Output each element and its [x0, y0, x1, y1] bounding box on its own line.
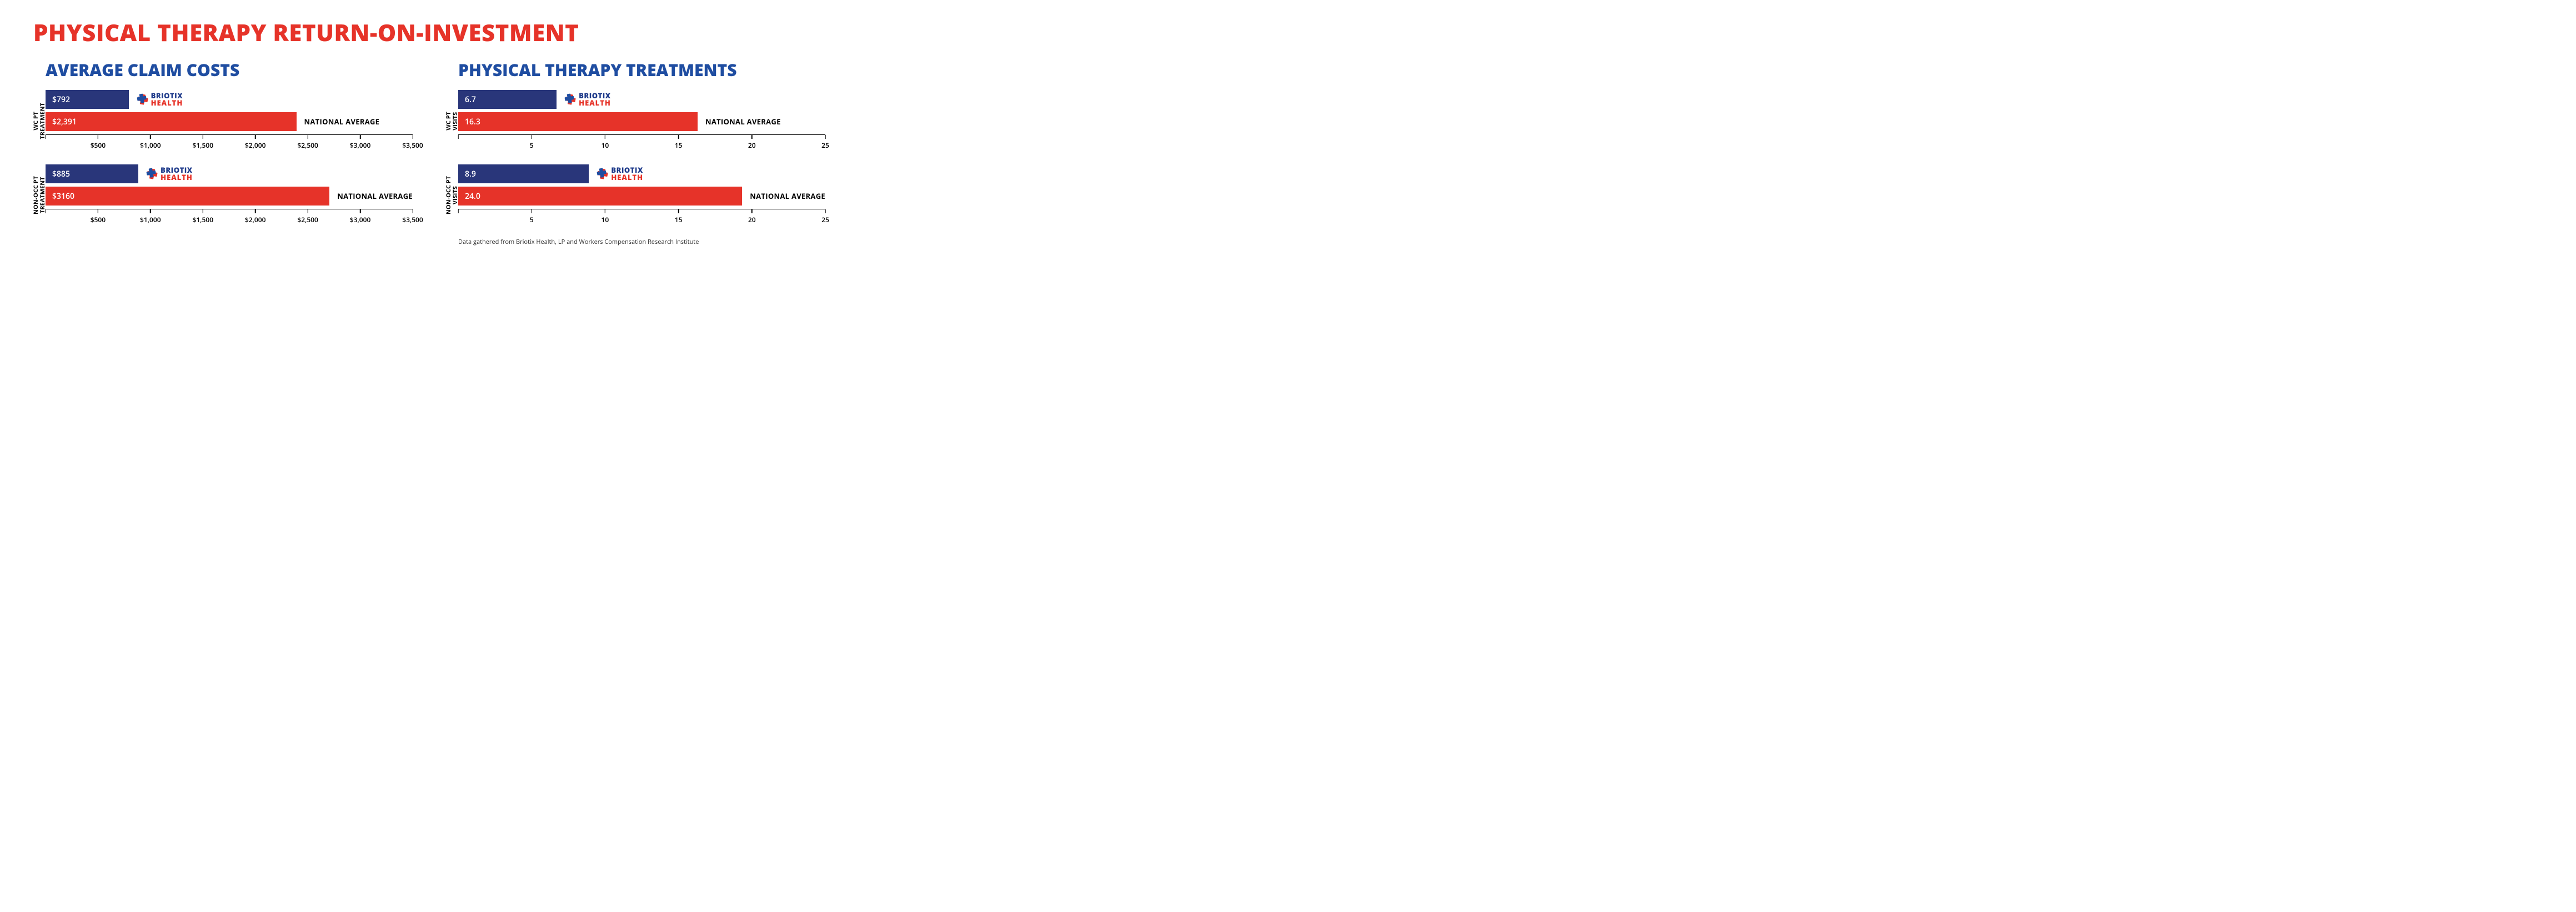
- bars: $885 BRIOTIX HEALTH $3160 NATIONAL AVERA…: [46, 163, 413, 206]
- axis-tick-label: 5: [530, 215, 534, 224]
- briotix-logo-icon: [137, 93, 149, 106]
- bar-value: $792: [52, 94, 70, 105]
- axis-tick-label: 25: [821, 215, 829, 224]
- y-axis-label: NON-OCC PT VISITS: [446, 163, 458, 228]
- bar: 6.7: [458, 90, 557, 109]
- axis-tick-label: $1,000: [140, 215, 161, 224]
- chart-block: NON-OCC PT VISITS 8.9 BRIOTIX HEALTH: [446, 163, 825, 228]
- x-axis: 5 10 15 20 25: [458, 134, 825, 153]
- bar-row: 6.7 BRIOTIX HEALTH: [458, 90, 825, 109]
- bar-value: $3160: [52, 191, 74, 202]
- axis-tick-label: $3,500: [402, 141, 423, 150]
- axis-tick-label: 15: [675, 141, 683, 150]
- y-axis-label: WC PT VISITS: [446, 89, 458, 153]
- bar-row: $792 BRIOTIX HEALTH: [46, 90, 413, 109]
- bar-value: 6.7: [465, 94, 476, 105]
- bar-value: 16.3: [465, 117, 480, 127]
- page-title: PHYSICAL THERAPY RETURN-ON-INVESTMENT: [33, 17, 825, 48]
- chart-area: 6.7 BRIOTIX HEALTH 16.3 NATIONAL AVERAGE: [458, 89, 825, 153]
- y-axis-label: WC PT TREATMENT: [33, 89, 46, 153]
- bar: 16.3: [458, 112, 698, 131]
- axis-tick-label: 5: [530, 141, 534, 150]
- national-average-label: NATIONAL AVERAGE: [337, 191, 413, 201]
- footnote: Data gathered from Briotix Health, LP an…: [458, 238, 825, 246]
- bar-row: 8.9 BRIOTIX HEALTH: [458, 164, 825, 183]
- column-subtitle: AVERAGE CLAIM COSTS: [46, 58, 413, 81]
- bars: 6.7 BRIOTIX HEALTH 16.3 NATIONAL AVERAGE: [458, 89, 825, 131]
- briotix-logo: BRIOTIX HEALTH: [597, 167, 643, 181]
- axis-tick-label: $1,500: [192, 141, 213, 150]
- column: PHYSICAL THERAPY TREATMENTS WC PT VISITS…: [446, 58, 825, 246]
- national-average-label: NATIONAL AVERAGE: [750, 191, 825, 201]
- axis-tick-label: $2,500: [297, 141, 318, 150]
- axis-tick-label: 20: [748, 215, 756, 224]
- bar: 24.0: [458, 187, 742, 206]
- column-subtitle: PHYSICAL THERAPY TREATMENTS: [458, 58, 825, 81]
- bars: $792 BRIOTIX HEALTH $2,391 NATIONAL AVER…: [46, 89, 413, 131]
- national-average-label: NATIONAL AVERAGE: [304, 117, 380, 127]
- briotix-logo-text: BRIOTIX HEALTH: [579, 92, 611, 107]
- briotix-logo-icon: [146, 168, 158, 180]
- axis-tick-label: $1,000: [140, 141, 161, 150]
- axis-tick-label: $500: [91, 141, 106, 150]
- briotix-logo: BRIOTIX HEALTH: [137, 92, 183, 107]
- bar-row: $2,391 NATIONAL AVERAGE: [46, 112, 413, 131]
- chart-area: $792 BRIOTIX HEALTH $2,391 NATIONAL AVER…: [46, 89, 413, 153]
- briotix-logo: BRIOTIX HEALTH: [564, 92, 611, 107]
- bars: 8.9 BRIOTIX HEALTH 24.0 NATIONAL AVERAGE: [458, 163, 825, 206]
- x-axis: $500 $1,000 $1,500 $2,000 $2,500 $3,000 …: [46, 209, 413, 228]
- x-axis: $500 $1,000 $1,500 $2,000 $2,500 $3,000 …: [46, 134, 413, 153]
- chart-block: NON-OCC PT TREATMENT $885 BRIOTIX HEALTH: [33, 163, 413, 228]
- y-axis-label: NON-OCC PT TREATMENT: [33, 163, 46, 228]
- column: AVERAGE CLAIM COSTS WC PT TREATMENT $792…: [33, 58, 413, 246]
- axis-tick-label: $500: [91, 215, 106, 224]
- briotix-logo-icon: [597, 168, 609, 180]
- chart-block: WC PT TREATMENT $792 BRIOTIX HEALTH: [33, 89, 413, 153]
- bar: $2,391: [46, 112, 297, 131]
- bar-row: 16.3 NATIONAL AVERAGE: [458, 112, 825, 131]
- axis-tick-label: 10: [602, 215, 609, 224]
- axis-tick-label: 10: [602, 141, 609, 150]
- chart-area: $885 BRIOTIX HEALTH $3160 NATIONAL AVERA…: [46, 163, 413, 228]
- briotix-logo-icon: [564, 93, 577, 106]
- axis-tick-label: $2,000: [245, 215, 266, 224]
- axis-tick-label: $3,000: [350, 141, 371, 150]
- bar-row: $885 BRIOTIX HEALTH: [46, 164, 413, 183]
- chart-area: 8.9 BRIOTIX HEALTH 24.0 NATIONAL AVERAGE: [458, 163, 825, 228]
- briotix-logo-text: BRIOTIX HEALTH: [611, 167, 643, 181]
- briotix-logo: BRIOTIX HEALTH: [146, 167, 193, 181]
- bar: 8.9: [458, 164, 589, 183]
- bar-value: $2,391: [52, 117, 77, 127]
- chart-block: WC PT VISITS 6.7 BRIOTIX HEALTH: [446, 89, 825, 153]
- briotix-logo-text: BRIOTIX HEALTH: [151, 92, 183, 107]
- axis-tick-label: $2,000: [245, 141, 266, 150]
- axis-tick-label: $3,000: [350, 215, 371, 224]
- x-axis: 5 10 15 20 25: [458, 209, 825, 228]
- bar-row: 24.0 NATIONAL AVERAGE: [458, 187, 825, 206]
- columns-container: AVERAGE CLAIM COSTS WC PT TREATMENT $792…: [33, 58, 825, 246]
- bar: $3160: [46, 187, 329, 206]
- briotix-logo-text: BRIOTIX HEALTH: [161, 167, 193, 181]
- bar-value: 24.0: [465, 191, 480, 202]
- axis-tick-label: 15: [675, 215, 683, 224]
- national-average-label: NATIONAL AVERAGE: [705, 117, 781, 127]
- bar-value: $885: [52, 169, 70, 179]
- bar-row: $3160 NATIONAL AVERAGE: [46, 187, 413, 206]
- axis-tick-label: 25: [821, 141, 829, 150]
- axis-tick-label: $3,500: [402, 215, 423, 224]
- axis-tick-label: $1,500: [192, 215, 213, 224]
- axis-tick-label: 20: [748, 141, 756, 150]
- bar-value: 8.9: [465, 169, 476, 179]
- axis-tick-label: $2,500: [297, 215, 318, 224]
- bar: $885: [46, 164, 138, 183]
- bar: $792: [46, 90, 129, 109]
